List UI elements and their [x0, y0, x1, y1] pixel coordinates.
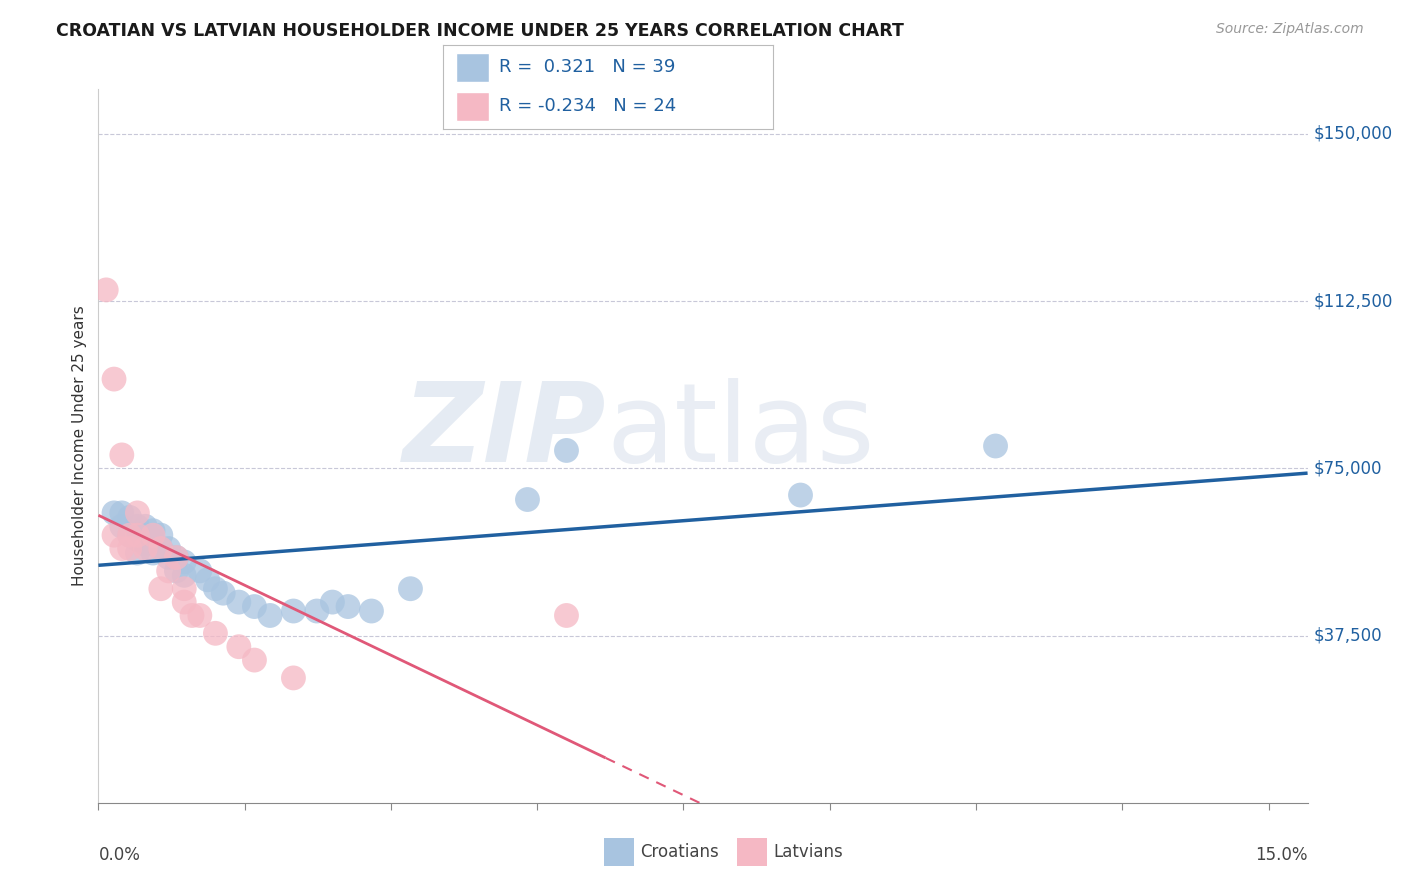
Point: [173, 555, 195, 569]
Text: Source: ZipAtlas.com: Source: ZipAtlas.com: [1216, 22, 1364, 37]
Point: [142, 524, 165, 538]
Point: [127, 533, 149, 547]
Text: $112,500: $112,500: [1313, 292, 1393, 310]
Point: [321, 595, 343, 609]
Point: [555, 443, 578, 458]
Point: [984, 439, 1007, 453]
Text: Croatians: Croatians: [640, 843, 718, 861]
Point: [283, 671, 305, 685]
Point: [111, 506, 134, 520]
Point: [204, 626, 226, 640]
Point: [149, 541, 172, 556]
Bar: [456, 92, 489, 120]
Point: [516, 492, 538, 507]
Point: [243, 599, 266, 614]
Text: 15.0%: 15.0%: [1256, 846, 1308, 863]
Point: [283, 604, 305, 618]
Point: [103, 528, 125, 542]
Text: atlas: atlas: [606, 378, 875, 485]
Point: [127, 546, 149, 560]
Text: ZIP: ZIP: [402, 378, 606, 485]
Point: [360, 604, 382, 618]
Point: [118, 528, 141, 542]
Text: $150,000: $150,000: [1313, 125, 1393, 143]
Point: [181, 608, 204, 623]
Point: [789, 488, 811, 502]
Point: [149, 582, 172, 596]
Point: [157, 564, 180, 578]
Point: [111, 448, 134, 462]
Text: R =  0.321   N = 39: R = 0.321 N = 39: [499, 59, 675, 77]
Point: [204, 582, 226, 596]
Bar: [456, 54, 489, 82]
Point: [96, 283, 118, 297]
Point: [149, 528, 172, 542]
Point: [111, 541, 134, 556]
Point: [165, 550, 187, 565]
Point: [118, 528, 141, 542]
Point: [188, 608, 211, 623]
Point: [142, 533, 165, 547]
Point: [134, 528, 156, 542]
Point: [243, 653, 266, 667]
Point: [228, 595, 250, 609]
Point: [305, 604, 328, 618]
Point: [212, 586, 235, 600]
Point: [173, 582, 195, 596]
Point: [142, 546, 165, 560]
Point: [165, 564, 187, 578]
Point: [173, 595, 195, 609]
Point: [127, 528, 149, 542]
Point: [399, 582, 422, 596]
Point: [157, 541, 180, 556]
Point: [118, 510, 141, 524]
Point: [127, 506, 149, 520]
Point: [157, 550, 180, 565]
Point: [111, 519, 134, 533]
Point: [228, 640, 250, 654]
Point: [197, 573, 219, 587]
Text: R = -0.234   N = 24: R = -0.234 N = 24: [499, 97, 676, 115]
Point: [118, 541, 141, 556]
Point: [134, 537, 156, 551]
Point: [134, 541, 156, 556]
Point: [259, 608, 281, 623]
Point: [142, 528, 165, 542]
Point: [134, 519, 156, 533]
Point: [337, 599, 360, 614]
Text: $37,500: $37,500: [1313, 626, 1382, 645]
Point: [149, 541, 172, 556]
Y-axis label: Householder Income Under 25 years: Householder Income Under 25 years: [72, 306, 87, 586]
Point: [173, 568, 195, 582]
Text: Latvians: Latvians: [773, 843, 844, 861]
Point: [103, 372, 125, 386]
Point: [188, 564, 211, 578]
Point: [127, 519, 149, 533]
Text: 0.0%: 0.0%: [98, 846, 141, 863]
Text: $75,000: $75,000: [1313, 459, 1382, 477]
Point: [555, 608, 578, 623]
Point: [165, 550, 187, 565]
Text: CROATIAN VS LATVIAN HOUSEHOLDER INCOME UNDER 25 YEARS CORRELATION CHART: CROATIAN VS LATVIAN HOUSEHOLDER INCOME U…: [56, 22, 904, 40]
Point: [103, 506, 125, 520]
